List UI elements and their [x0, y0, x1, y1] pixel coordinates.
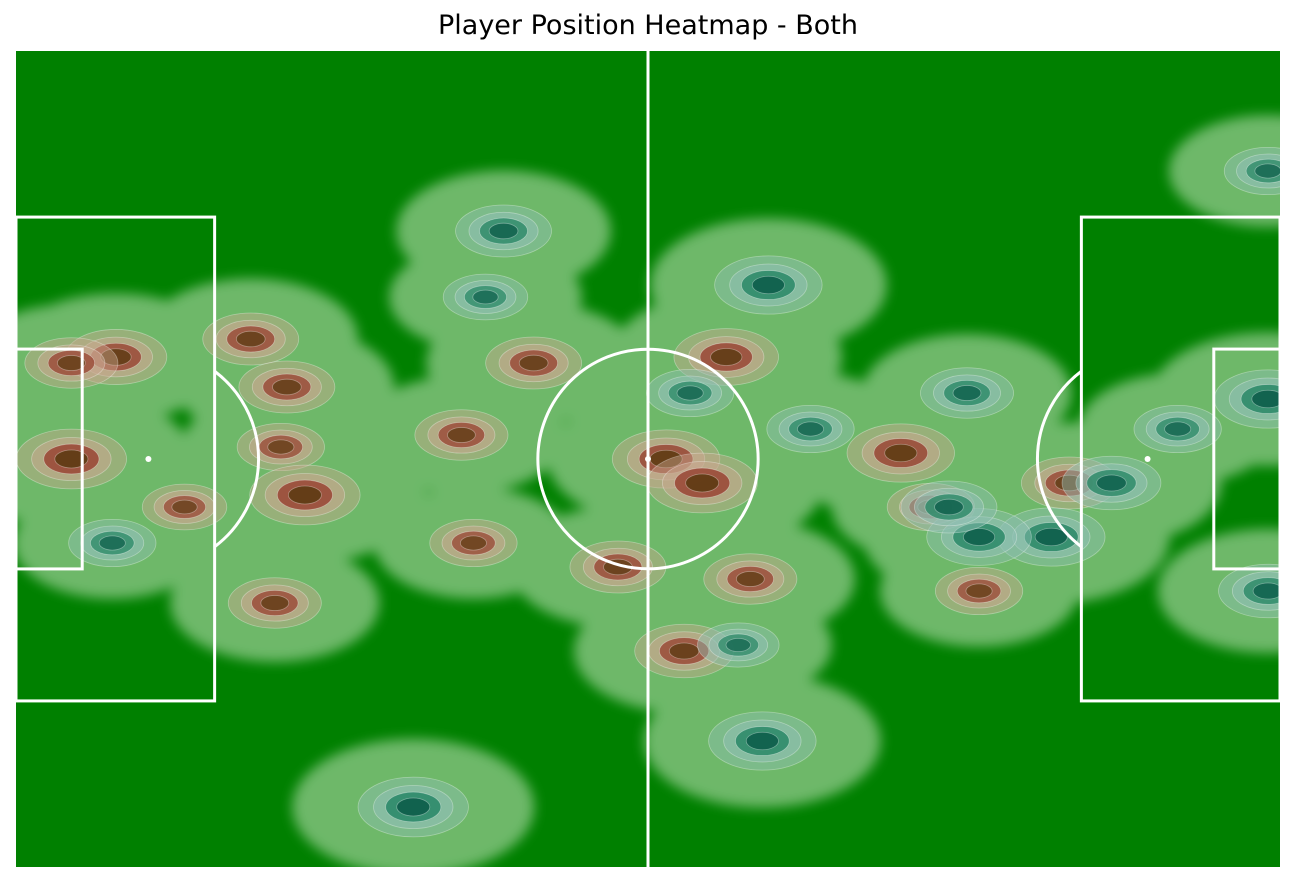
- left-penalty-spot: [145, 456, 152, 462]
- density-contour-greens: [1254, 163, 1280, 179]
- density-contour-greens: [725, 637, 751, 653]
- left-goal: [16, 413, 18, 505]
- density-contour-greens: [1252, 582, 1280, 600]
- chart-title: Player Position Heatmap - Both: [438, 10, 858, 41]
- density-contour-greens: [98, 535, 126, 551]
- density-contour-greens: [1096, 474, 1127, 492]
- density-contour-reds: [965, 583, 993, 599]
- density-contour-reds: [171, 499, 198, 515]
- density-contour-reds: [260, 595, 290, 611]
- density-wash-blob: [1168, 115, 1280, 227]
- left-goal-area: [16, 347, 84, 571]
- density-contour-greens: [488, 222, 519, 240]
- left-penalty-arc: [213, 370, 261, 548]
- density-contour-reds: [447, 427, 476, 443]
- density-contour-reds: [668, 642, 700, 660]
- center-spot: [645, 456, 651, 462]
- density-contour-greens: [1251, 389, 1280, 409]
- density-contour-greens: [396, 797, 431, 817]
- density-contour-reds: [518, 354, 549, 372]
- density-contour-reds: [710, 348, 743, 366]
- density-contour-reds: [287, 485, 322, 505]
- density-series-greens: [68, 146, 1280, 838]
- density-layer: [16, 115, 1280, 867]
- density-contour-reds: [459, 535, 487, 551]
- pitch-markings: [16, 51, 1280, 867]
- density-contour-greens: [952, 385, 982, 401]
- density-contour-reds: [685, 473, 720, 493]
- density-contour-greens: [745, 731, 779, 751]
- right-goal-area: [1212, 347, 1280, 571]
- right-goal: [1278, 413, 1280, 505]
- density-contour-greens: [934, 498, 964, 516]
- density-contour-reds: [735, 571, 765, 587]
- density-contour-greens: [472, 289, 499, 305]
- density-contour-reds: [57, 355, 86, 371]
- density-contour-greens: [751, 275, 785, 295]
- density-contour-reds: [884, 443, 918, 463]
- left-penalty-box: [16, 215, 217, 703]
- density-contour-reds: [267, 439, 295, 455]
- density-contour-greens: [1034, 527, 1068, 547]
- density-contour-greens: [962, 528, 996, 546]
- density-contour-greens: [797, 421, 825, 437]
- density-contour-reds: [272, 378, 302, 396]
- center-circle: [536, 347, 760, 571]
- density-contour-greens: [676, 385, 704, 401]
- right-penalty-arc: [1035, 370, 1083, 548]
- density-contour-greens: [1164, 421, 1192, 437]
- right-penalty-box: [1079, 215, 1280, 703]
- density-wash-blob: [1157, 529, 1280, 653]
- density-contour-reds: [54, 449, 89, 469]
- right-penalty-spot: [1144, 456, 1151, 462]
- density-contour-reds: [235, 330, 266, 348]
